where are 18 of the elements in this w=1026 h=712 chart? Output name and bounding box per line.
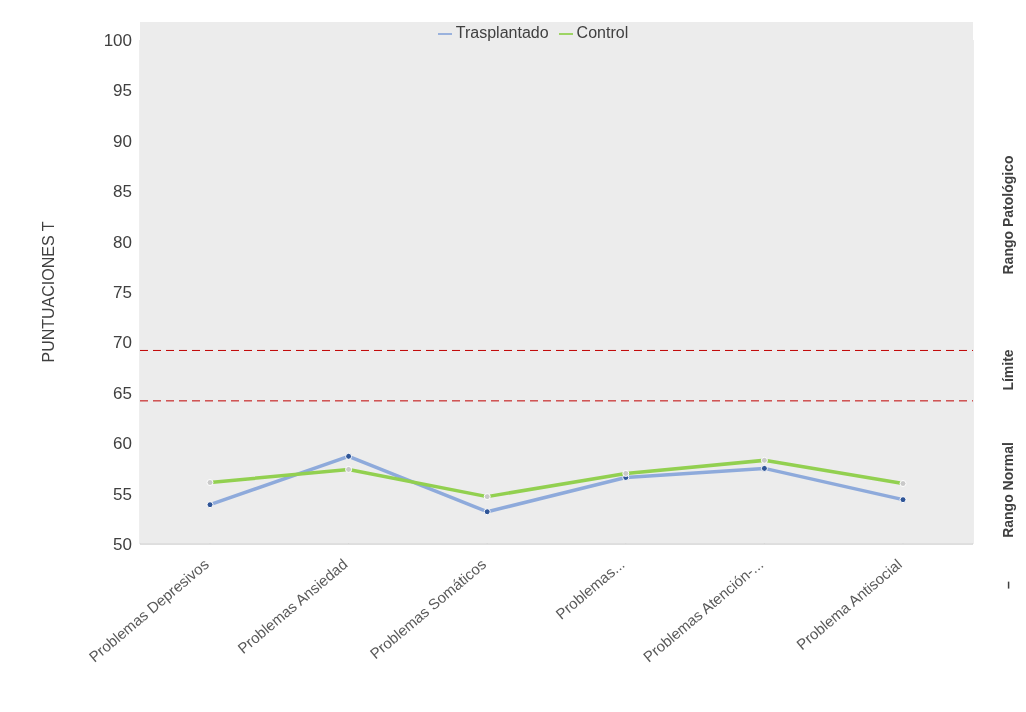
- y-tick-label: 100: [103, 31, 132, 51]
- legend-label: Control: [576, 24, 629, 41]
- y-tick-label: 75: [113, 283, 132, 303]
- text: Rango Patológico: [1000, 155, 1016, 275]
- y-tick-label: 50: [113, 535, 132, 555]
- text: –: [1000, 581, 1016, 589]
- y-tick-label: 90: [113, 131, 132, 151]
- text: Rango Normal: [1000, 442, 1016, 538]
- y-tick-label: 60: [113, 434, 132, 454]
- legend-label: Trasplantado: [455, 24, 549, 41]
- y-axis-title: PUNTUACIONES T: [39, 221, 57, 363]
- y-tick-label: 55: [113, 484, 132, 504]
- y-tick-label: 95: [113, 81, 132, 101]
- y-tick-label: 85: [113, 182, 132, 202]
- y-tick-label: 65: [113, 383, 132, 403]
- text: Límite: [1000, 349, 1016, 391]
- y-tick-label: 70: [113, 333, 132, 353]
- y-tick-label: 80: [113, 232, 132, 252]
